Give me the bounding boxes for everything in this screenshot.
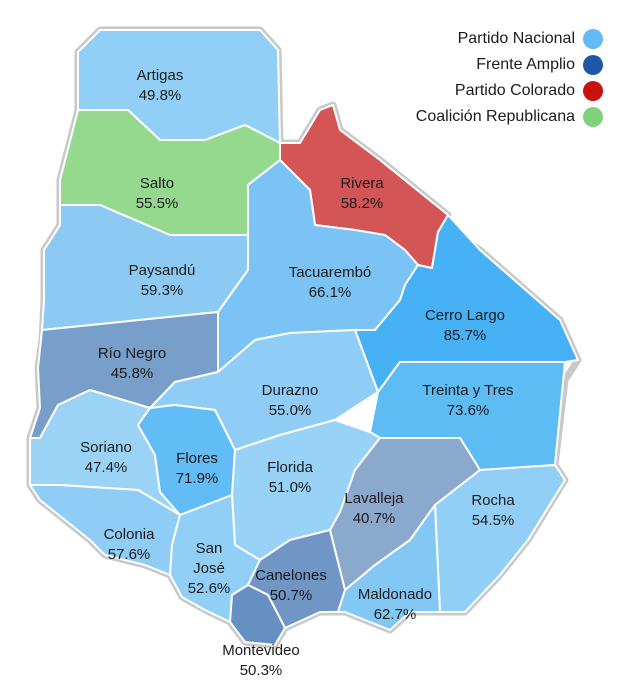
department-percentage: 54.5%: [472, 512, 515, 529]
department-label: Montevideo 50.3%: [222, 642, 300, 679]
department-percentage: 85.7%: [444, 327, 487, 344]
department-percentage: 40.7%: [353, 510, 396, 527]
department-name: Flores: [176, 450, 218, 467]
department-label: Paysandú 59.3%: [129, 262, 196, 299]
department-label: Río Negro 45.8%: [98, 345, 166, 382]
department-percentage: 50.3%: [240, 662, 283, 679]
department-percentage: 50.7%: [270, 587, 313, 604]
department-label: Durazno 55.0%: [262, 382, 319, 419]
legend: Partido Nacional Frente Amplio Partido C…: [416, 26, 603, 130]
department-name: Montevideo: [222, 642, 300, 659]
department-label: Colonia 57.6%: [104, 526, 156, 563]
department-percentage: 49.8%: [139, 87, 182, 104]
legend-item-coalicion-republicana: Coalición Republicana: [416, 104, 603, 130]
legend-swatch: [583, 55, 603, 75]
department-label: Florida 51.0%: [267, 459, 314, 496]
department-name: Tacuarembó: [289, 264, 372, 281]
department-percentage: 55.5%: [136, 195, 179, 212]
legend-label: Coalición Republicana: [415, 108, 575, 125]
department-percentage: 71.9%: [176, 470, 219, 487]
department-label: Lavalleja 40.7%: [344, 490, 404, 527]
legend-swatch: [583, 81, 603, 101]
department-name: Soriano: [80, 439, 132, 456]
department-name: José: [193, 560, 225, 577]
department-label: Rivera 58.2%: [340, 175, 384, 212]
department-label: Treinta y Tres 73.6%: [422, 382, 513, 419]
department-name: Treinta y Tres: [422, 382, 513, 399]
department-label: Salto 55.5%: [136, 175, 179, 212]
department-percentage: 45.8%: [111, 365, 154, 382]
department-label: Flores 71.9%: [176, 450, 219, 487]
department-name: Maldonado: [358, 586, 432, 603]
department-name: Florida: [267, 459, 314, 476]
legend-swatch: [583, 107, 603, 127]
legend-label: Frente Amplio: [476, 56, 575, 73]
legend-label: Partido Colorado: [454, 82, 575, 99]
department-name: Río Negro: [98, 345, 166, 362]
department-name: Salto: [140, 175, 174, 192]
department-name: Cerro Largo: [425, 307, 505, 324]
department-name: Artigas: [137, 67, 184, 84]
department-label: Tacuarembó 66.1%: [289, 264, 372, 301]
department-percentage: 55.0%: [269, 402, 312, 419]
department-percentage: 57.6%: [108, 546, 151, 563]
department-montevideo: [229, 584, 286, 646]
legend-item-partido-nacional: Partido Nacional: [416, 26, 603, 52]
department-name: Rivera: [340, 175, 384, 192]
department-percentage: 47.4%: [85, 459, 128, 476]
legend-item-frente-amplio: Frente Amplio: [416, 52, 603, 78]
department-label: Canelones 50.7%: [255, 567, 327, 604]
legend-item-partido-colorado: Partido Colorado: [416, 78, 603, 104]
legend-swatch: [583, 29, 603, 49]
department-percentage: 52.6%: [188, 580, 231, 597]
department-percentage: 58.2%: [341, 195, 384, 212]
department-percentage: 51.0%: [269, 479, 312, 496]
department-label: Cerro Largo 85.7%: [425, 307, 505, 344]
department-name: San: [196, 540, 223, 557]
department-name: Colonia: [104, 526, 156, 543]
department-percentage: 62.7%: [374, 606, 417, 623]
department-label: San José 52.6%: [188, 540, 231, 597]
department-name: Rocha: [471, 492, 515, 509]
department-label: Artigas 49.8%: [137, 67, 184, 104]
department-name: Lavalleja: [344, 490, 404, 507]
department-maldonado: [337, 504, 441, 631]
department-percentage: 59.3%: [141, 282, 184, 299]
department-percentage: 73.6%: [447, 402, 490, 419]
department-label: Soriano 47.4%: [80, 439, 132, 476]
department-name: Paysandú: [129, 262, 196, 279]
department-name: Durazno: [262, 382, 319, 399]
legend-label: Partido Nacional: [457, 30, 575, 47]
department-name: Canelones: [255, 567, 327, 584]
department-label: Maldonado 62.7%: [358, 586, 432, 623]
department-percentage: 66.1%: [309, 284, 352, 301]
department-label: Rocha 54.5%: [471, 492, 515, 529]
